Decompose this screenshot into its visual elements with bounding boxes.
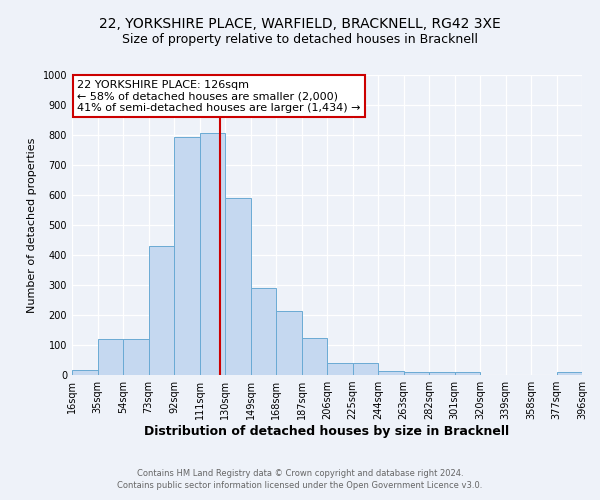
Text: 22, YORKSHIRE PLACE, WARFIELD, BRACKNELL, RG42 3XE: 22, YORKSHIRE PLACE, WARFIELD, BRACKNELL…: [99, 18, 501, 32]
Bar: [174, 136, 199, 375]
Text: Size of property relative to detached houses in Bracknell: Size of property relative to detached ho…: [122, 32, 478, 46]
Bar: [404, 372, 429, 375]
Bar: [276, 312, 302, 375]
Bar: [429, 372, 455, 375]
Bar: [353, 363, 378, 375]
Bar: [251, 288, 276, 375]
Bar: [225, 198, 251, 375]
Bar: [557, 372, 582, 375]
Bar: [378, 372, 404, 375]
Bar: [149, 246, 174, 375]
Bar: [302, 338, 327, 375]
Text: Contains public sector information licensed under the Open Government Licence v3: Contains public sector information licen…: [118, 481, 482, 490]
Bar: [199, 132, 225, 375]
Bar: [123, 339, 149, 375]
Bar: [97, 339, 123, 375]
Text: 22 YORKSHIRE PLACE: 126sqm
← 58% of detached houses are smaller (2,000)
41% of s: 22 YORKSHIRE PLACE: 126sqm ← 58% of deta…: [77, 80, 361, 112]
Bar: [327, 363, 353, 375]
Y-axis label: Number of detached properties: Number of detached properties: [27, 138, 37, 312]
Text: Contains HM Land Registry data © Crown copyright and database right 2024.: Contains HM Land Registry data © Crown c…: [137, 468, 463, 477]
Bar: [72, 370, 97, 375]
Bar: [455, 372, 480, 375]
X-axis label: Distribution of detached houses by size in Bracknell: Distribution of detached houses by size …: [145, 425, 509, 438]
